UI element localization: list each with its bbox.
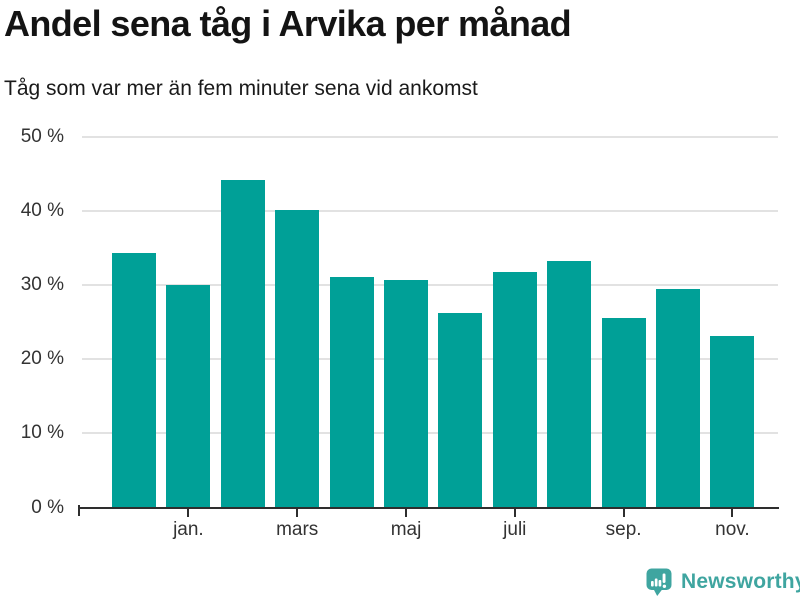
brand-footer: Newsworthy	[646, 565, 800, 599]
x-axis-label: sep.	[605, 518, 642, 540]
bar	[710, 336, 755, 508]
bar	[166, 284, 211, 508]
x-axis-label: jan.	[173, 518, 204, 540]
x-axis-tick	[513, 509, 516, 517]
y-axis-label: 50 %	[20, 125, 64, 147]
gridline	[82, 358, 778, 361]
gridline	[82, 135, 778, 138]
y-axis-label: 0 %	[31, 496, 64, 518]
gridline	[82, 283, 778, 286]
y-axis-label: 10 %	[20, 422, 64, 444]
x-axis-line	[78, 506, 779, 509]
newsworthy-speech-bubble-bar-chart-icon	[646, 568, 672, 596]
x-axis-label: mars	[276, 518, 319, 540]
y-axis-label: 40 %	[20, 199, 64, 221]
chart-title: Andel sena tåg i Arvika per månad	[4, 3, 572, 44]
gridline	[82, 209, 778, 212]
bar	[220, 180, 265, 508]
chart-subtitle: Tåg som var mer än fem minuter sena vid …	[4, 77, 478, 100]
y-axis-label: 30 %	[20, 273, 64, 295]
x-axis-label: nov.	[715, 518, 750, 540]
x-axis-tick	[622, 509, 625, 517]
bar	[601, 318, 646, 508]
gridline	[82, 432, 778, 435]
bar	[329, 276, 374, 508]
x-axis-label: maj	[390, 518, 422, 540]
bar	[547, 261, 592, 508]
bar	[275, 209, 320, 508]
bar	[492, 272, 537, 508]
bar	[384, 279, 428, 508]
y-axis-label: 20 %	[20, 348, 64, 370]
bar	[656, 289, 700, 508]
x-axis-tick	[187, 509, 190, 517]
x-axis-label: juli	[503, 518, 527, 540]
brand-name: Newsworthy	[681, 570, 800, 593]
x-axis-tick	[405, 509, 407, 517]
x-axis-start-tick	[78, 504, 80, 516]
x-axis-tick	[731, 509, 734, 517]
x-axis-tick	[296, 509, 299, 517]
bar	[112, 252, 156, 508]
bar	[438, 313, 483, 508]
